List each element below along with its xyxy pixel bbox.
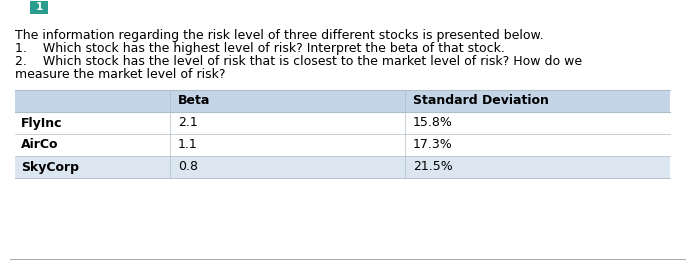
Text: 15.8%: 15.8% xyxy=(413,116,453,129)
FancyBboxPatch shape xyxy=(15,90,670,112)
FancyBboxPatch shape xyxy=(15,156,670,178)
Text: 0.8: 0.8 xyxy=(178,160,198,174)
Text: 2.    Which stock has the level of risk that is closest to the market level of r: 2. Which stock has the level of risk tha… xyxy=(15,55,582,68)
Text: 21.5%: 21.5% xyxy=(413,160,452,174)
Text: Standard Deviation: Standard Deviation xyxy=(413,95,549,108)
Text: The information regarding the risk level of three different stocks is presented : The information regarding the risk level… xyxy=(15,29,543,42)
FancyBboxPatch shape xyxy=(15,134,670,156)
FancyBboxPatch shape xyxy=(15,112,670,134)
Text: 1.1: 1.1 xyxy=(178,139,198,151)
Text: FlyInc: FlyInc xyxy=(21,116,63,129)
Text: 1: 1 xyxy=(35,2,42,13)
Text: Beta: Beta xyxy=(178,95,211,108)
Text: AirCo: AirCo xyxy=(21,139,58,151)
Text: 1.    Which stock has the highest level of risk? Interpret the beta of that stoc: 1. Which stock has the highest level of … xyxy=(15,42,505,55)
Text: measure the market level of risk?: measure the market level of risk? xyxy=(15,68,225,81)
Text: 17.3%: 17.3% xyxy=(413,139,452,151)
Text: 2.1: 2.1 xyxy=(178,116,198,129)
FancyBboxPatch shape xyxy=(30,1,48,14)
Text: SkyCorp: SkyCorp xyxy=(21,160,79,174)
